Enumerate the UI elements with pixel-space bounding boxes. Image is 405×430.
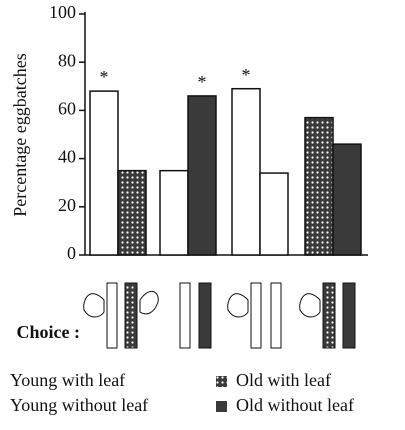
significance-marker: * bbox=[198, 72, 207, 92]
bar bbox=[332, 143, 362, 256]
y-tick-label: 80 bbox=[58, 50, 76, 70]
legend-label: Young with leaf bbox=[10, 370, 125, 390]
legend-swatch bbox=[216, 376, 227, 387]
choice-rect bbox=[179, 282, 191, 349]
choice-icons bbox=[83, 282, 356, 349]
y-tick-label: 0 bbox=[67, 243, 76, 263]
leaf-icon bbox=[83, 293, 105, 318]
choice-rect bbox=[270, 282, 282, 349]
bar bbox=[231, 87, 261, 256]
leaf-icon bbox=[227, 293, 249, 318]
legend-label: Old without leaf bbox=[236, 395, 354, 415]
significance-marker: * bbox=[242, 65, 251, 85]
choice-label: Choice : bbox=[17, 322, 80, 342]
y-tick-label: 60 bbox=[58, 99, 76, 119]
legend-swatch bbox=[216, 401, 227, 412]
leaf-icon bbox=[139, 290, 159, 315]
choice-rect bbox=[124, 282, 138, 349]
legend-label: Old with leaf bbox=[236, 370, 331, 390]
leaf-icon bbox=[299, 293, 321, 318]
choice-rect bbox=[198, 282, 212, 349]
significance-marker: * bbox=[100, 67, 109, 87]
choice-rect bbox=[106, 282, 118, 349]
choice-rect bbox=[322, 282, 336, 349]
y-tick-label: 20 bbox=[58, 195, 76, 215]
bar bbox=[187, 95, 217, 256]
y-axis-label: Percentage eggbatches bbox=[10, 53, 30, 216]
bar bbox=[259, 172, 289, 256]
bar bbox=[117, 169, 147, 256]
choice-rect bbox=[342, 282, 356, 349]
bar bbox=[159, 169, 189, 256]
legend-label: Young without leaf bbox=[10, 395, 148, 415]
choice-rect bbox=[250, 282, 262, 349]
y-tick-label: 100 bbox=[49, 2, 76, 22]
bar bbox=[304, 116, 334, 256]
y-tick-label: 40 bbox=[58, 147, 76, 167]
bar bbox=[89, 90, 119, 256]
